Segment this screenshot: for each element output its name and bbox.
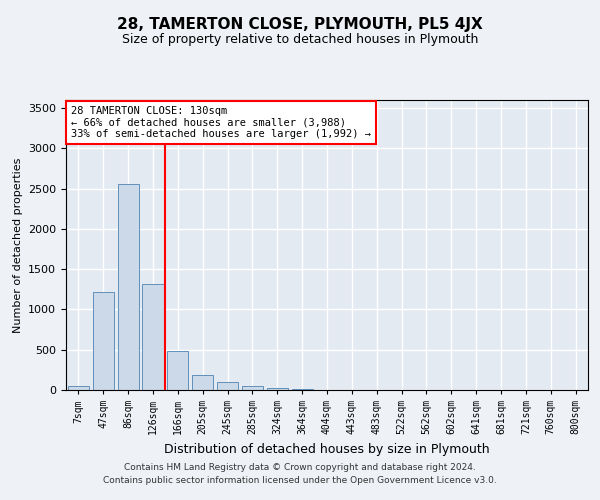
Text: Size of property relative to detached houses in Plymouth: Size of property relative to detached ho… [122, 32, 478, 46]
Bar [242, 386, 263, 390]
Bar [292, 389, 313, 390]
Bar [68, 386, 89, 390]
X-axis label: Distribution of detached houses by size in Plymouth: Distribution of detached houses by size … [164, 442, 490, 456]
Text: 28 TAMERTON CLOSE: 130sqm
← 66% of detached houses are smaller (3,988)
33% of se: 28 TAMERTON CLOSE: 130sqm ← 66% of detac… [71, 106, 371, 139]
Bar [217, 382, 238, 390]
Bar [167, 350, 188, 390]
Text: Contains HM Land Registry data © Crown copyright and database right 2024.: Contains HM Land Registry data © Crown c… [124, 464, 476, 472]
Bar [192, 374, 213, 390]
Text: 28, TAMERTON CLOSE, PLYMOUTH, PL5 4JX: 28, TAMERTON CLOSE, PLYMOUTH, PL5 4JX [117, 18, 483, 32]
Bar [267, 388, 288, 390]
Bar [118, 184, 139, 390]
Y-axis label: Number of detached properties: Number of detached properties [13, 158, 23, 332]
Text: Contains public sector information licensed under the Open Government Licence v3: Contains public sector information licen… [103, 476, 497, 485]
Bar [142, 284, 164, 390]
Bar [93, 292, 114, 390]
